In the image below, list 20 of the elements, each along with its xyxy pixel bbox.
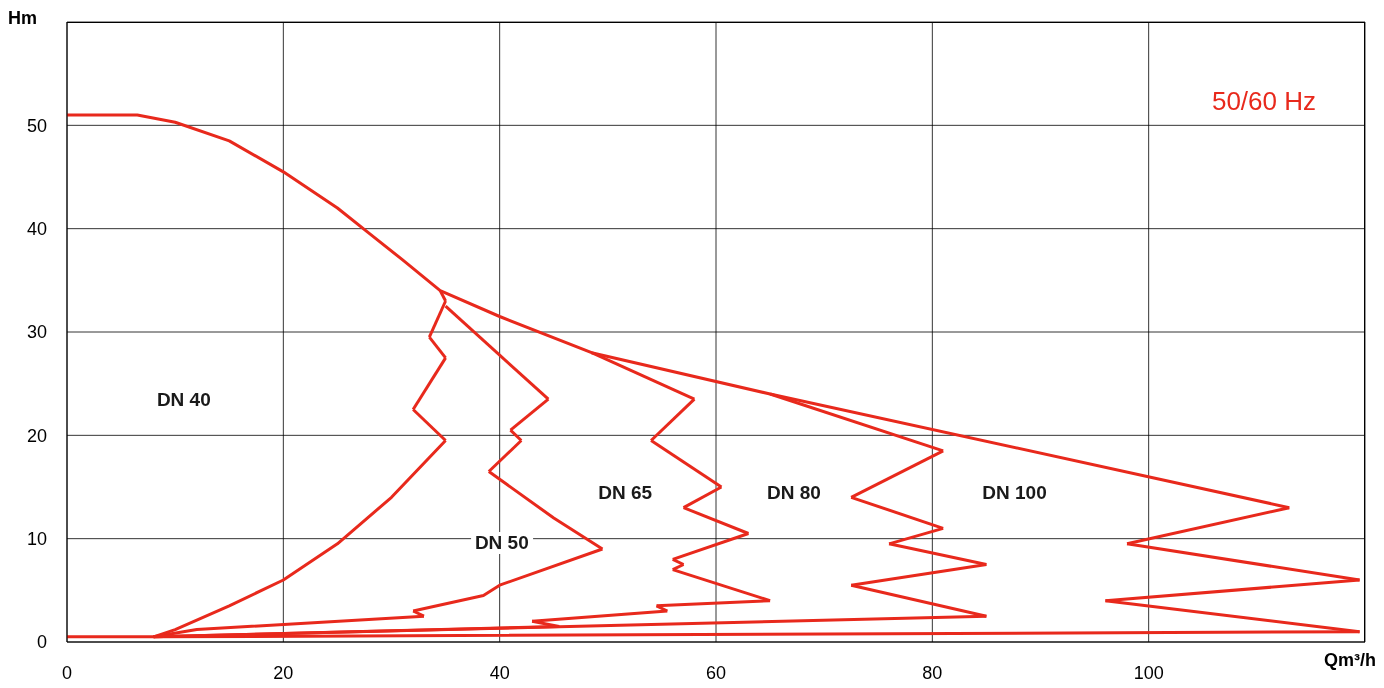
- annotation: DN 40: [155, 389, 212, 412]
- x-tick-label: 60: [705, 662, 727, 683]
- x-tick-label: 40: [489, 662, 510, 683]
- annotation: DN 80: [765, 482, 822, 505]
- x-axis-title: Qm³/h: [1324, 650, 1376, 671]
- y-tick-label: 0: [36, 632, 47, 653]
- y-tick-label: 50: [26, 115, 47, 136]
- y-axis-title: Hm: [8, 8, 38, 29]
- x-tick-label: 0: [61, 662, 73, 683]
- x-tick-label: 100: [1133, 662, 1164, 683]
- y-tick-label: 10: [26, 529, 47, 550]
- x-tick-label: 80: [922, 662, 943, 683]
- y-tick-label: 30: [26, 322, 47, 343]
- x-tick-label: 20: [273, 662, 294, 683]
- annotation: DN 65: [597, 482, 654, 505]
- text: 50/60 Hz: [1211, 86, 1316, 117]
- annotation: DN 50: [470, 531, 533, 554]
- annotation: DN 100: [981, 482, 1048, 505]
- y-tick-label: 20: [26, 425, 47, 446]
- y-tick-label: 40: [26, 219, 47, 240]
